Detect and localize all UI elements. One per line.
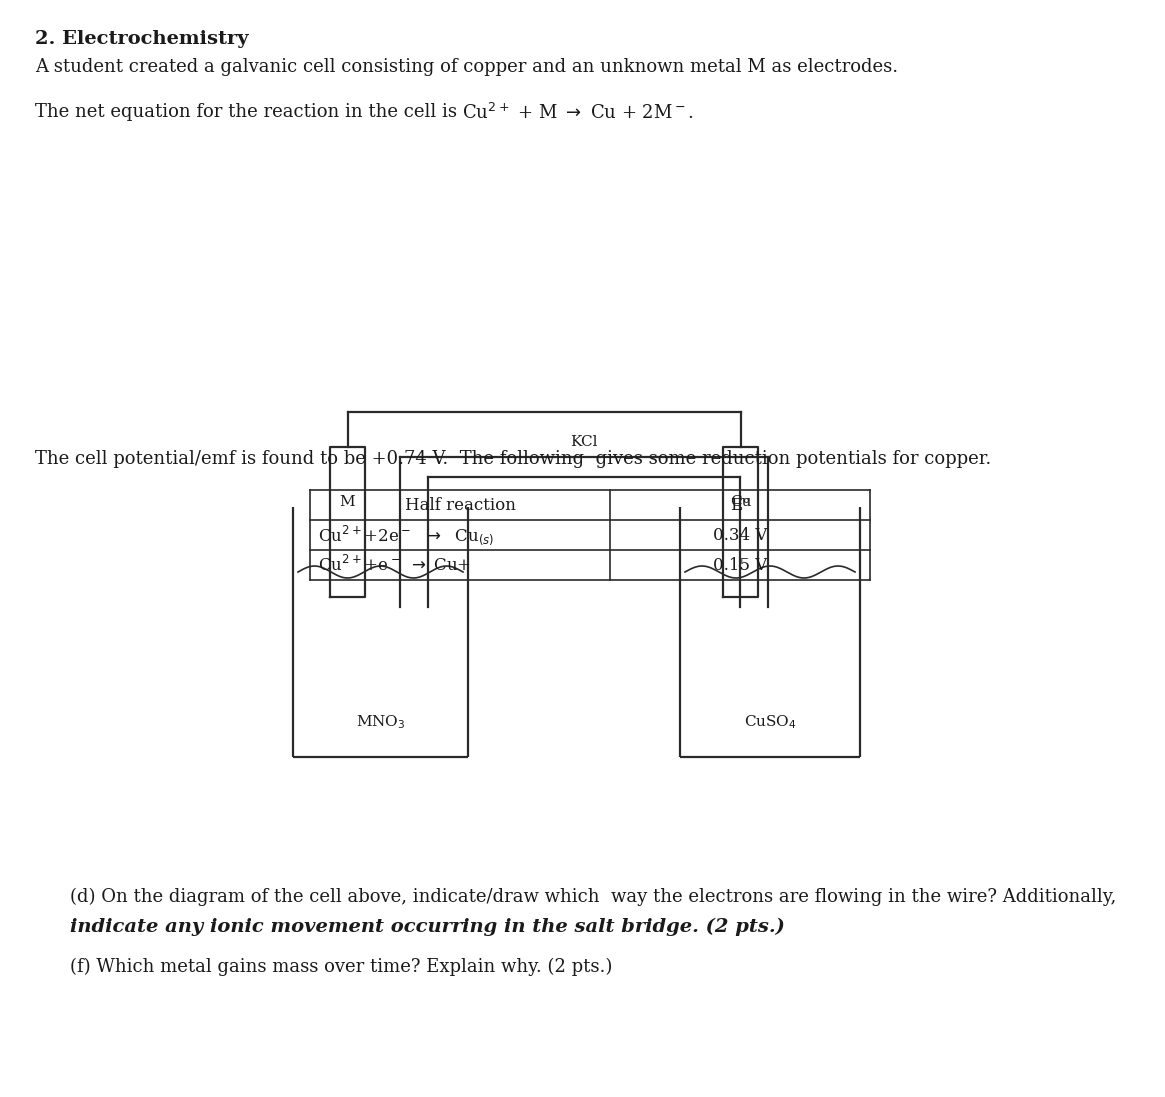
Text: Cu$^{2+}$ + M $\rightarrow$ Cu + 2M$^-$.: Cu$^{2+}$ + M $\rightarrow$ Cu + 2M$^-$. [463, 103, 694, 123]
Text: (f) Which metal gains mass over time? Explain why. (2 pts.): (f) Which metal gains mass over time? Ex… [70, 958, 613, 976]
Text: CuSO$_4$: CuSO$_4$ [743, 713, 797, 731]
Text: Half reaction: Half reaction [404, 497, 515, 513]
Text: E°: E° [729, 497, 750, 513]
Text: The cell potential/emf is found to be +0.74 V.  The following  gives some reduct: The cell potential/emf is found to be +0… [35, 450, 991, 468]
Text: M: M [340, 495, 355, 509]
Text: Cu$^{2+}$+2e$^-$  $\rightarrow$  Cu$_{(s)}$: Cu$^{2+}$+2e$^-$ $\rightarrow$ Cu$_{(s)}… [318, 523, 494, 546]
Text: A student created a galvanic cell consisting of copper and an unknown metal M as: A student created a galvanic cell consis… [35, 58, 898, 76]
Text: indicate any ionic movement occurring in the salt bridge. (2 pts.): indicate any ionic movement occurring in… [70, 918, 785, 936]
Text: Cu: Cu [729, 495, 751, 509]
Text: 0.34 V: 0.34 V [713, 527, 768, 543]
Text: 0.15 V: 0.15 V [713, 556, 767, 574]
Text: KCl: KCl [570, 436, 598, 449]
Text: (d) On the diagram of the cell above, indicate/draw which  way the electrons are: (d) On the diagram of the cell above, in… [70, 887, 1116, 906]
Text: MNO$_3$: MNO$_3$ [355, 713, 405, 731]
Text: Cu$^{2+}$+e$^-$ $\rightarrow$ Cu+: Cu$^{2+}$+e$^-$ $\rightarrow$ Cu+ [318, 555, 471, 575]
Text: 2. Electrochemistry: 2. Electrochemistry [35, 30, 248, 48]
Text: The net equation for the reaction in the cell is: The net equation for the reaction in the… [35, 103, 468, 121]
